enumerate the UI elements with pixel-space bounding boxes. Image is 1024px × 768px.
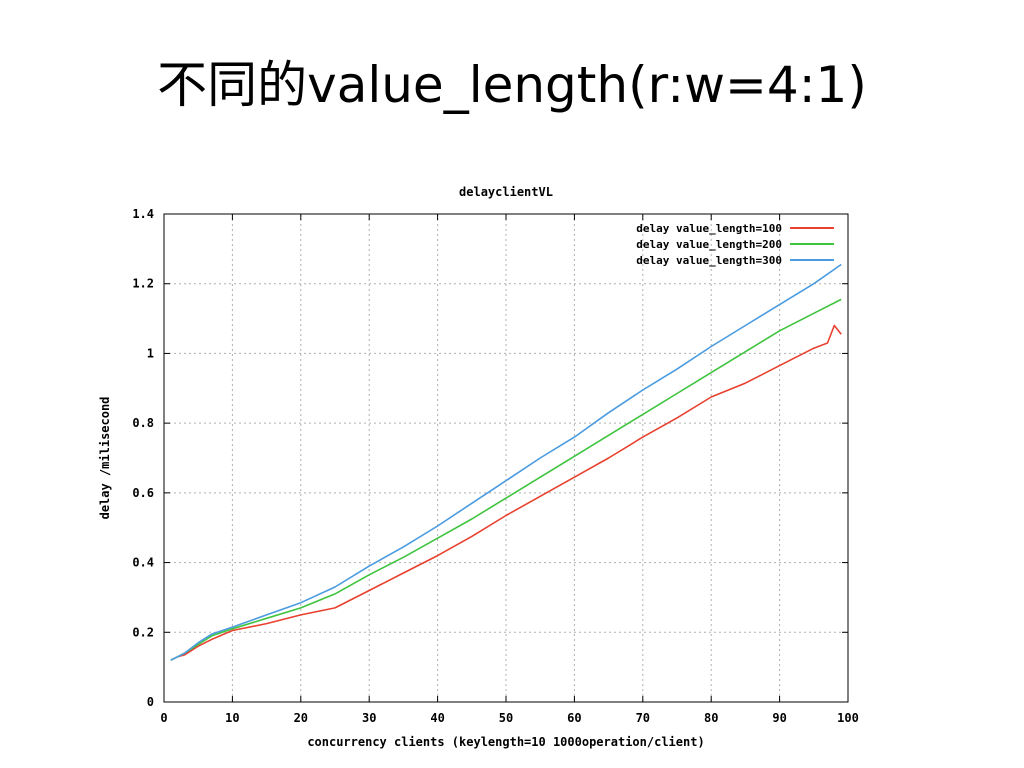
x-tick-label: 40	[430, 711, 444, 725]
x-tick-label: 60	[567, 711, 581, 725]
series-line-1	[170, 324, 842, 661]
x-axis-label: concurrency clients (keylength=10 1000op…	[307, 735, 704, 749]
y-tick-label: 0	[147, 695, 154, 709]
chart-title: delayclientVL	[459, 185, 553, 199]
y-tick-label: 1.2	[132, 277, 154, 291]
plot-area	[163, 213, 849, 703]
x-tick-label: 80	[704, 711, 718, 725]
x-tick-label: 0	[160, 711, 167, 725]
series-line-3	[170, 263, 842, 661]
series-line-2	[170, 298, 842, 661]
y-tick-label: 0.8	[132, 416, 154, 430]
x-tick-label: 30	[362, 711, 376, 725]
x-tick-label: 100	[837, 711, 859, 725]
y-axis-label: delay /milisecond	[98, 397, 112, 520]
y-tick-label: 0.2	[132, 625, 154, 639]
slide-title: 不同的value_length(r:w=4:1)	[157, 56, 867, 114]
x-tick-label: 20	[294, 711, 308, 725]
y-tick-label: 0.6	[132, 486, 154, 500]
y-tick-label: 0.4	[132, 556, 154, 570]
axes: 0 10 20 30 40 50 60 70 80 90 100 0 0.2 0.4 0.6 0.8 1 1.2 1…	[132, 207, 859, 725]
x-tick-label: 50	[499, 711, 513, 725]
y-tick-label: 1.4	[132, 207, 154, 221]
x-tick-label: 90	[772, 711, 786, 725]
legend-label: delay value_length=200	[636, 238, 782, 251]
legend-label: delay value_length=300	[636, 254, 782, 267]
y-tick-label: 1	[147, 346, 154, 360]
x-tick-label: 70	[636, 711, 650, 725]
series-layer	[170, 263, 842, 661]
legend-label: delay value_length=100	[636, 222, 782, 235]
grid	[164, 214, 848, 702]
x-tick-label: 10	[225, 711, 239, 725]
